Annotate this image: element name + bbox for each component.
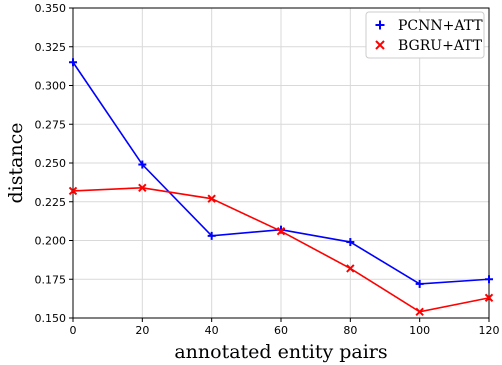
- y-axis-label: distance: [5, 122, 27, 203]
- y-tick-label: 0.200: [35, 235, 67, 248]
- x-tick-label: 20: [135, 324, 149, 337]
- y-axis-ticks: 0.150 0.175 0.200 0.225 0.250 0.275 0.300 0.325…: [35, 2, 73, 325]
- y-tick-label: 0.250: [35, 157, 67, 170]
- data-point-pcnn-att: [138, 160, 147, 169]
- data-point-bgru-att: [207, 194, 216, 203]
- data-point-bgru-att: [415, 307, 424, 317]
- x-tick-label: 120: [479, 324, 500, 337]
- x-tick-label: 100: [409, 324, 430, 337]
- data-point-bgru-att: [276, 226, 286, 236]
- y-tick-label: 0.175: [35, 273, 67, 286]
- x-tick-label: 80: [343, 324, 357, 337]
- x-axis-label: annotated entity pairs: [174, 341, 387, 363]
- series-bgru-att: [68, 183, 494, 317]
- y-tick-label: 0.275: [35, 118, 67, 131]
- legend-label: BGRU+ATT: [398, 38, 483, 54]
- x-tick-label: 0: [70, 324, 77, 337]
- y-tick-label: 0.300: [35, 80, 67, 93]
- y-tick-label: 0.150: [35, 312, 67, 325]
- x-axis-ticks: 0 20 40 60 80 100 120: [70, 318, 500, 337]
- data-point-pcnn-att: [415, 279, 424, 288]
- y-tick-label: 0.325: [35, 41, 67, 54]
- data-point-bgru-att: [138, 183, 147, 193]
- data-point-bgru-att: [68, 186, 78, 196]
- legend: PCNN+ATT BGRU+ATT: [365, 11, 485, 59]
- legend-marker: [375, 20, 385, 30]
- x-tick-label: 40: [205, 324, 219, 337]
- legend-box: [365, 11, 485, 59]
- legend-label: PCNN+ATT: [398, 18, 483, 34]
- data-point-pcnn-att: [485, 275, 493, 284]
- legend-item-bgru-att: BGRU+ATT: [375, 38, 483, 54]
- data-point-bgru-att: [484, 293, 494, 303]
- data-point-pcnn-att: [346, 238, 355, 247]
- legend-marker: [375, 40, 385, 50]
- legend-item-pcnn-att: PCNN+ATT: [375, 18, 483, 34]
- data-point-pcnn-att: [207, 231, 216, 240]
- data-point-bgru-att: [346, 264, 355, 273]
- series-layer: [68, 58, 494, 317]
- y-tick-label: 0.225: [35, 196, 67, 209]
- y-tick-label: 0.350: [35, 2, 67, 15]
- x-tick-label: 60: [274, 324, 288, 337]
- data-point-pcnn-att: [69, 58, 77, 67]
